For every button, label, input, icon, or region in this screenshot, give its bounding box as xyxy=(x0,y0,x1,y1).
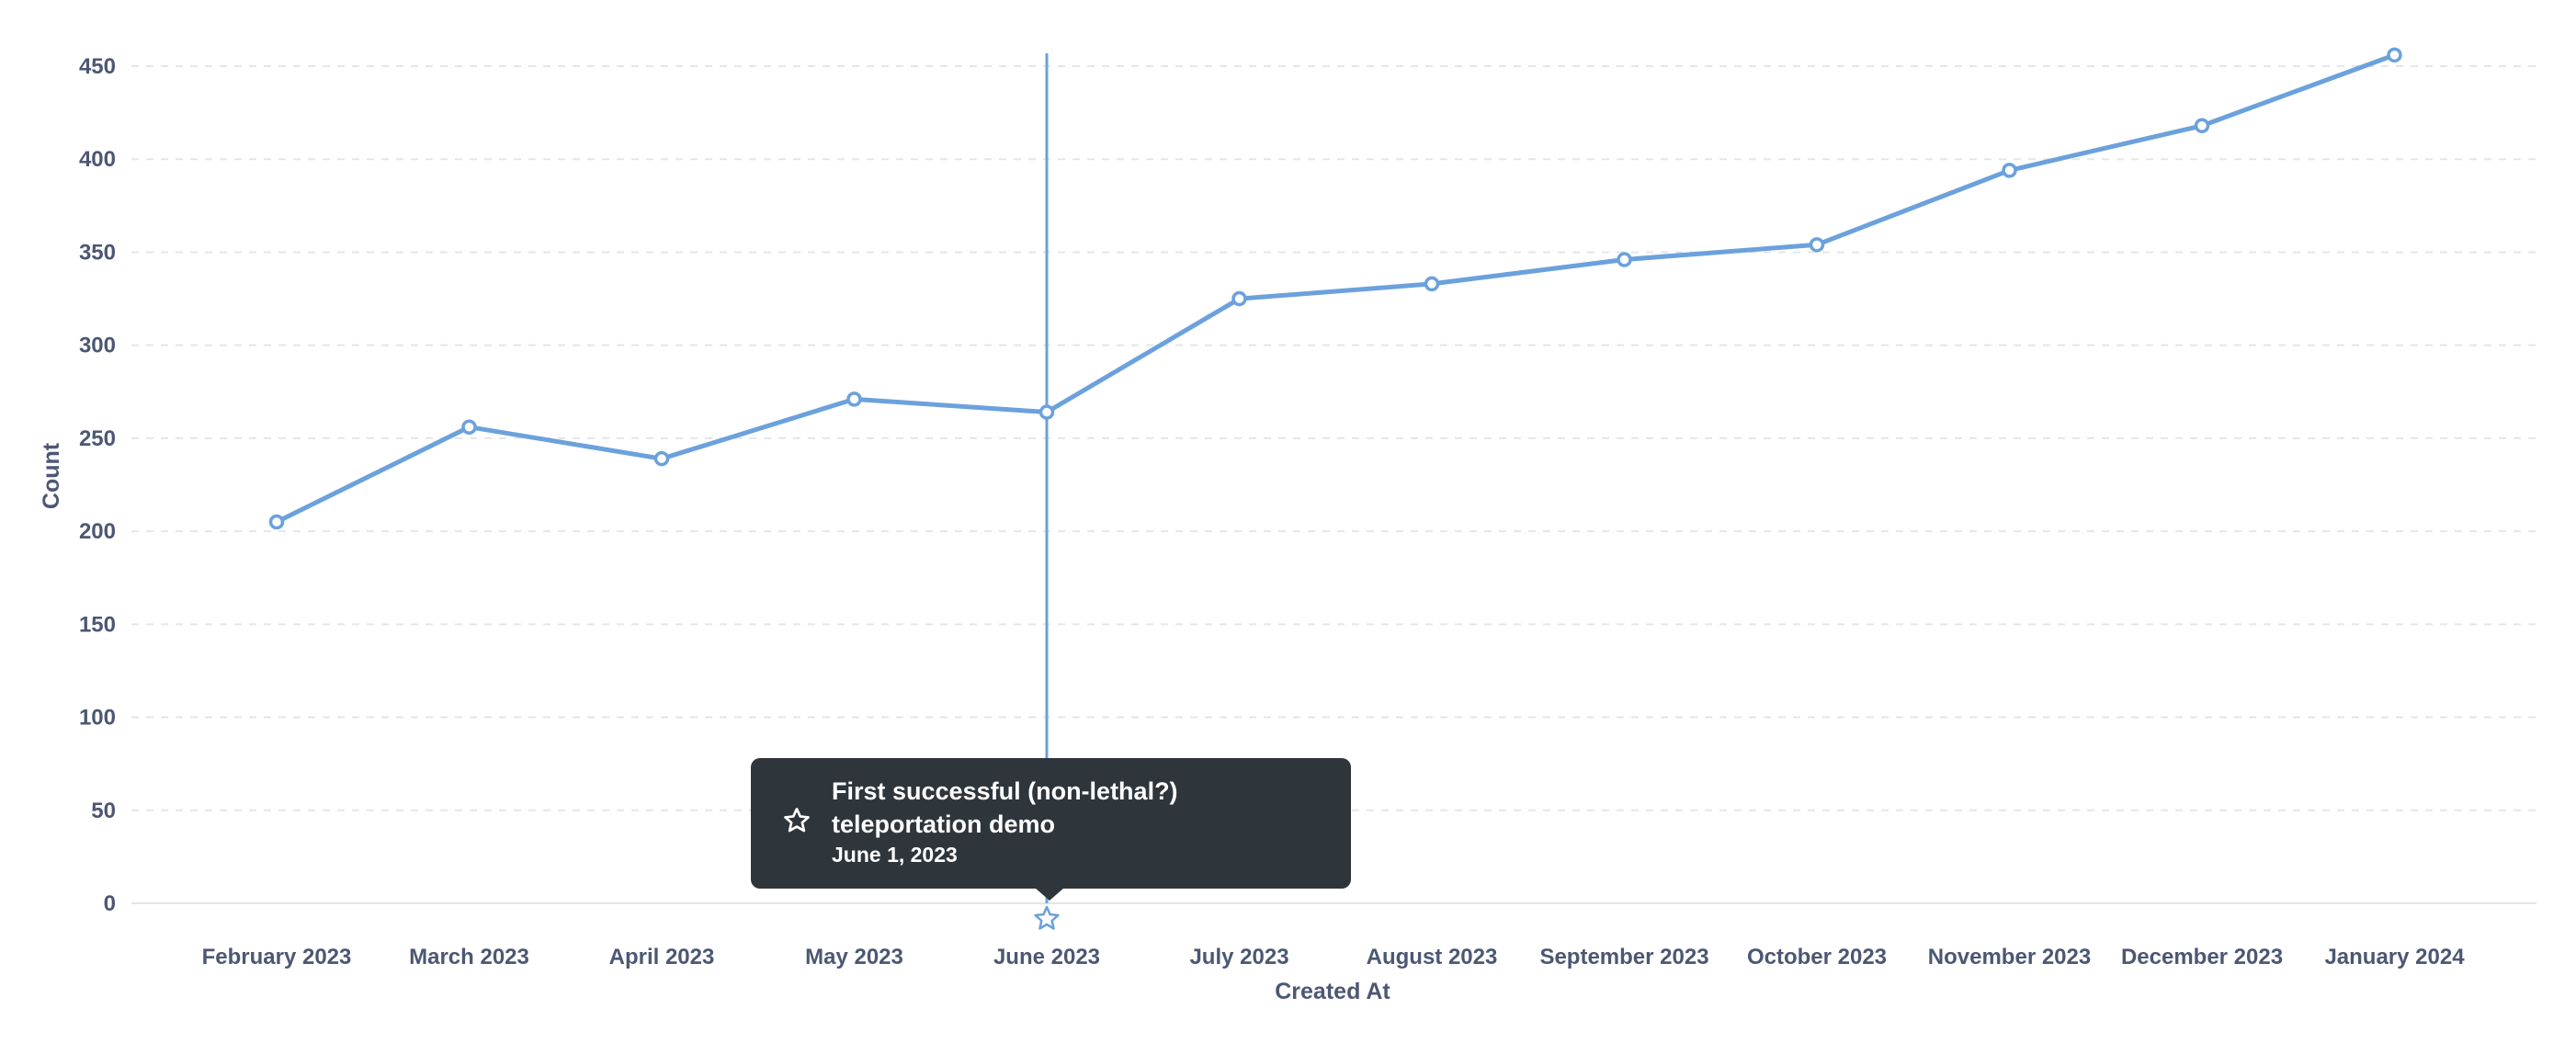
tooltip-arrow xyxy=(1035,888,1064,901)
event-title: First successful (non-lethal?) teleporta… xyxy=(832,777,1178,838)
data-points xyxy=(268,47,2402,530)
data-point[interactable] xyxy=(1424,276,1440,292)
event-star-icon[interactable] xyxy=(1034,905,1060,930)
data-point[interactable] xyxy=(2194,118,2210,134)
x-tick-label: June 2023 xyxy=(993,945,1100,969)
data-point[interactable] xyxy=(2002,163,2017,178)
x-tick-label: September 2023 xyxy=(1539,945,1708,969)
x-tick-label: December 2023 xyxy=(2121,945,2283,969)
y-tick-label: 300 xyxy=(79,334,116,358)
y-tick-label: 400 xyxy=(79,147,116,172)
x-tick-label: February 2023 xyxy=(202,945,352,969)
data-point[interactable] xyxy=(268,514,285,530)
x-tick-label: May 2023 xyxy=(805,945,903,969)
data-point[interactable] xyxy=(846,391,862,407)
x-tick-label: April 2023 xyxy=(609,945,715,969)
y-tick-label: 100 xyxy=(79,706,116,731)
x-tick-label: March 2023 xyxy=(409,945,529,969)
y-tick-label: 250 xyxy=(79,426,116,451)
data-point[interactable] xyxy=(1809,237,1825,253)
gridlines xyxy=(131,65,2536,904)
data-point[interactable] xyxy=(653,450,670,467)
x-tick-label: October 2023 xyxy=(1747,945,1887,969)
x-axis-title: Created At xyxy=(1275,979,1390,1004)
y-tick-label: 350 xyxy=(79,240,116,265)
star-icon[interactable] xyxy=(1034,905,1060,930)
x-tick-label: November 2023 xyxy=(1928,945,2091,969)
data-point[interactable] xyxy=(1038,404,1055,420)
x-axis-ticks: February 2023 March 2023 April 2023 May 202… xyxy=(202,945,2466,969)
series-line xyxy=(274,52,2397,525)
y-tick-label: 200 xyxy=(79,519,116,544)
data-point[interactable] xyxy=(1617,252,1632,267)
y-tick-label: 450 xyxy=(79,54,116,79)
event-tooltip: First successful (non-lethal?) teleporta… xyxy=(751,758,1351,889)
y-tick-label: 150 xyxy=(79,612,116,637)
y-tick-label: 50 xyxy=(91,799,116,823)
data-point[interactable] xyxy=(2387,47,2402,63)
data-point[interactable] xyxy=(1231,290,1247,307)
x-tick-label: August 2023 xyxy=(1367,945,1498,969)
event-date: June 1, 2023 xyxy=(832,843,958,867)
data-point[interactable] xyxy=(461,419,477,435)
star-icon xyxy=(784,808,810,833)
y-axis-ticks: 0 50 100 150 200 250 300 350 400 450 xyxy=(79,54,116,916)
x-tick-label: July 2023 xyxy=(1189,945,1288,969)
x-tick-label: January 2024 xyxy=(2324,945,2465,969)
y-tick-label: 0 xyxy=(104,891,116,916)
y-axis-title: Count xyxy=(39,442,64,509)
